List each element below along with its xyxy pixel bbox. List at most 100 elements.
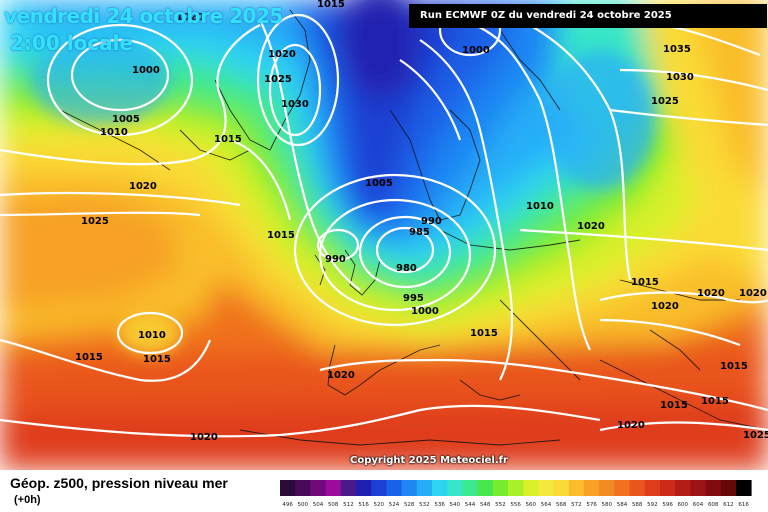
- legend-swatch: [325, 480, 342, 496]
- legend-tick-label: 532: [419, 502, 430, 508]
- isobar-label: 980: [396, 263, 417, 274]
- legend-tick-label: 580: [602, 502, 613, 508]
- legend-tick-label: 596: [662, 502, 673, 508]
- isobar-label: 1025: [651, 96, 679, 107]
- legend-tick-label: 600: [678, 502, 689, 508]
- legend-swatch: [462, 480, 478, 496]
- legend-tick-label: 560: [526, 502, 537, 508]
- isobar-label: 1005: [112, 114, 140, 125]
- run-info-box: Run ECMWF 0Z du vendredi 24 octobre 2025: [409, 4, 767, 28]
- isobar-label: 1020: [176, 12, 204, 23]
- legend-tick-label: 548: [480, 502, 491, 508]
- legend-tick-label: 544: [465, 502, 476, 508]
- legend-tick-label: 616: [738, 502, 749, 508]
- isobar-label: 1015: [720, 361, 748, 372]
- isobar-label: 1020: [617, 420, 645, 431]
- legend-swatch: [432, 480, 448, 496]
- isobar-label: 1015: [701, 396, 729, 407]
- isobars: [0, 3, 768, 438]
- legend-swatch: [675, 480, 691, 496]
- isobar-label: 1000: [462, 45, 490, 56]
- weather-map: 1015 1020 1000 1020 1025 1030 1005 1010 …: [0, 0, 768, 470]
- isobar-label: 1020: [190, 432, 218, 443]
- color-legend: 496 500 504 508 512 516 520 524 528 532 536 540 544 5…: [280, 480, 752, 508]
- isobar-label: 990: [325, 254, 346, 265]
- legend-swatch: [705, 480, 722, 496]
- legend-swatch: [280, 480, 296, 496]
- legend-tick-label: 576: [586, 502, 597, 508]
- legend-tick-label: 528: [404, 502, 415, 508]
- legend-swatch: [614, 480, 630, 496]
- legend-swatch: [736, 480, 752, 496]
- legend-swatch: [508, 480, 524, 496]
- legend-tick-label: 592: [647, 502, 658, 508]
- legend-tick-label: 584: [617, 502, 628, 508]
- isobar-label: 1020: [577, 221, 605, 232]
- legend-tick-label: 604: [693, 502, 704, 508]
- isobar-label: 1020: [129, 181, 157, 192]
- legend-swatch: [356, 480, 372, 496]
- isobar-label: 995: [403, 293, 424, 304]
- legend-swatch: [295, 480, 311, 496]
- legend-swatch: [584, 480, 600, 496]
- legend-tick-label: 512: [343, 502, 354, 508]
- isobar-label: 1010: [100, 127, 128, 138]
- isobar-label: 1020: [651, 301, 679, 312]
- isobar-label: 1000: [132, 65, 160, 76]
- date-title: vendredi 24 octobre 2025: [4, 4, 283, 28]
- legend-swatch: [629, 480, 646, 496]
- legend-swatch: [310, 480, 326, 496]
- isobar-label: 1025: [743, 430, 768, 441]
- legend-swatch: [538, 480, 554, 496]
- legend-tick-label: 496: [282, 502, 293, 508]
- isobar-label: 1020: [739, 288, 767, 299]
- legend-tick-label: 516: [358, 502, 369, 508]
- legend-swatch: [371, 480, 387, 496]
- isobar-label: 1025: [264, 74, 292, 85]
- isobar-label: 1020: [327, 370, 355, 381]
- isobar-label: 1010: [138, 330, 166, 341]
- coastlines: [59, 9, 768, 446]
- copyright-text: Copyright 2025 Meteociel.fr: [350, 455, 508, 466]
- isobar-label: 1015: [631, 277, 659, 288]
- isobar-label: 1020: [268, 49, 296, 60]
- isobar-label: 1005: [365, 178, 393, 189]
- isobar-label: 1030: [281, 99, 309, 110]
- isobar-label: 1035: [663, 44, 691, 55]
- legend-swatch: [416, 480, 433, 496]
- legend-swatch: [492, 480, 509, 496]
- legend-swatch: [553, 480, 570, 496]
- legend-tick-label: 608: [708, 502, 719, 508]
- isobar-label: 1015: [267, 230, 295, 241]
- legend-tick-label: 536: [434, 502, 445, 508]
- isobar-label: 1015: [143, 354, 171, 365]
- legend-tick-label: 520: [374, 502, 385, 508]
- isobar-label: 1020: [697, 288, 725, 299]
- legend-tick-label: 556: [510, 502, 521, 508]
- legend-swatch: [720, 480, 737, 496]
- isobar-label: 1015: [317, 0, 345, 10]
- legend-swatch: [599, 480, 615, 496]
- legend-tick-label: 508: [328, 502, 339, 508]
- isobar-label: 1000: [411, 306, 439, 317]
- isobar-label: 1015: [214, 134, 242, 145]
- legend-swatch: [477, 480, 494, 496]
- legend-swatch: [690, 480, 706, 496]
- isobar-label: 1015: [660, 400, 688, 411]
- legend-swatch: [447, 480, 463, 496]
- legend-tick-label: 500: [298, 502, 309, 508]
- isobar-label: 1010: [526, 201, 554, 212]
- map-title: Géop. z500, pression niveau mer: [10, 475, 228, 491]
- legend-swatch: [568, 480, 585, 496]
- secondary-field: [30, 35, 655, 355]
- isobar-label: 1025: [81, 216, 109, 227]
- time-title: 2:00 locale: [10, 31, 134, 55]
- isobar-label: 990: [421, 216, 442, 227]
- legend-swatch: [660, 480, 676, 496]
- legend-tick-label: 552: [495, 502, 506, 508]
- isobar-label: 985: [409, 227, 430, 238]
- isobar-labels: 1015 1020 1000 1020 1025 1030 1005 1010 …: [75, 0, 768, 443]
- legend-tick-label: 588: [632, 502, 643, 508]
- legend-tick-label: 572: [571, 502, 582, 508]
